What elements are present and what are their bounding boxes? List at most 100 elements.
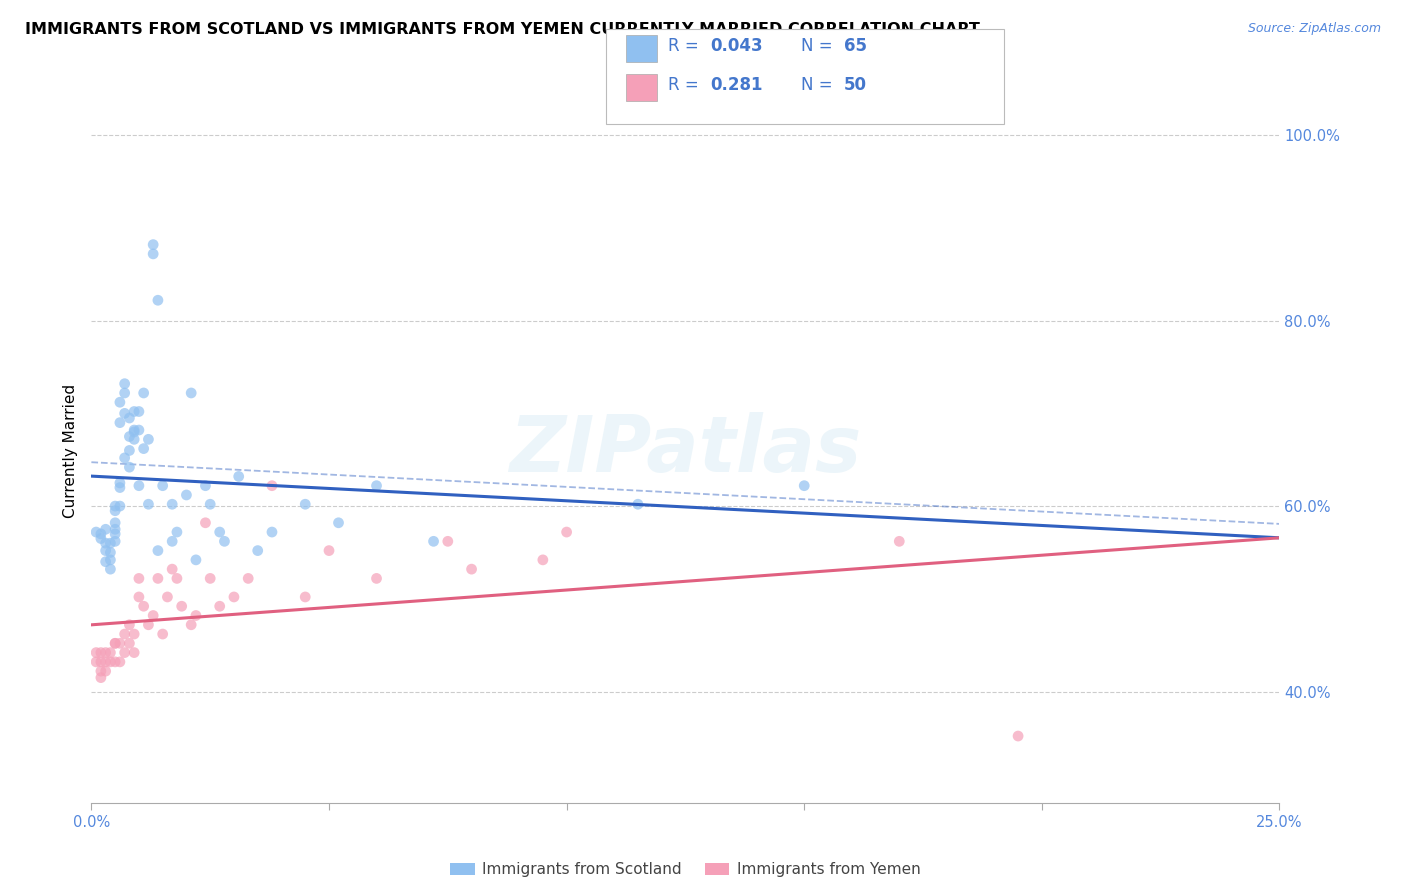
Point	[118, 460, 141, 475]
Point	[208, 599, 231, 614]
Point	[100, 562, 122, 576]
Point	[200, 571, 222, 585]
Point	[94, 646, 117, 660]
Point	[228, 469, 250, 483]
Point	[128, 590, 150, 604]
Point	[132, 386, 155, 401]
Point	[122, 425, 145, 439]
Point	[104, 527, 127, 541]
Point	[94, 543, 117, 558]
Point	[104, 522, 127, 536]
Point	[114, 406, 136, 420]
Point	[260, 524, 283, 539]
Point	[100, 553, 122, 567]
Point	[84, 524, 107, 539]
Point	[142, 237, 165, 252]
Text: R =: R =	[668, 76, 704, 94]
Point	[94, 536, 117, 550]
Point	[436, 534, 458, 549]
Point	[138, 433, 160, 447]
Point	[104, 516, 127, 530]
Point	[128, 571, 150, 585]
Text: IMMIGRANTS FROM SCOTLAND VS IMMIGRANTS FROM YEMEN CURRENTLY MARRIED CORRELATION : IMMIGRANTS FROM SCOTLAND VS IMMIGRANTS F…	[25, 22, 980, 37]
Point	[152, 627, 174, 641]
Point	[460, 562, 482, 576]
Point	[90, 655, 112, 669]
Point	[132, 442, 155, 456]
Point	[94, 555, 117, 569]
Point	[118, 636, 141, 650]
Point	[238, 571, 260, 585]
Text: 0.281: 0.281	[710, 76, 762, 94]
Point	[114, 386, 136, 401]
Point	[142, 608, 165, 623]
Point	[100, 646, 122, 660]
Point	[184, 608, 207, 623]
Point	[180, 617, 202, 632]
Text: 50: 50	[844, 76, 866, 94]
Point	[793, 478, 815, 492]
Point	[366, 478, 388, 492]
Point	[889, 534, 911, 549]
Text: N =: N =	[801, 37, 838, 54]
Point	[132, 599, 155, 614]
Point	[200, 497, 222, 511]
Point	[118, 617, 141, 632]
Point	[90, 527, 112, 541]
Point	[104, 636, 127, 650]
Point	[118, 443, 141, 458]
Point	[94, 664, 117, 678]
Point	[156, 590, 179, 604]
Point	[138, 497, 160, 511]
Point	[214, 534, 236, 549]
Point	[114, 627, 136, 641]
Point	[246, 543, 269, 558]
Point	[108, 395, 131, 409]
Point	[90, 664, 112, 678]
Text: Source: ZipAtlas.com: Source: ZipAtlas.com	[1247, 22, 1381, 36]
Point	[160, 534, 183, 549]
Point	[531, 553, 554, 567]
Point	[128, 478, 150, 492]
Point	[100, 655, 122, 669]
Point	[422, 534, 444, 549]
Legend: Immigrants from Scotland, Immigrants from Yemen: Immigrants from Scotland, Immigrants fro…	[444, 856, 927, 883]
Point	[104, 636, 127, 650]
Point	[122, 646, 145, 660]
Point	[152, 478, 174, 492]
Point	[318, 543, 340, 558]
Text: ZIPatlas: ZIPatlas	[509, 412, 862, 489]
Point	[122, 423, 145, 437]
Point	[122, 627, 145, 641]
Point	[142, 247, 165, 261]
Point	[118, 411, 141, 425]
Point	[1007, 729, 1029, 743]
Text: 65: 65	[844, 37, 866, 54]
Text: N =: N =	[801, 76, 838, 94]
Point	[222, 590, 245, 604]
Point	[104, 499, 127, 513]
Point	[108, 416, 131, 430]
Point	[128, 423, 150, 437]
Point	[555, 524, 578, 539]
Point	[108, 499, 131, 513]
Point	[176, 488, 198, 502]
Text: R =: R =	[668, 37, 704, 54]
Point	[146, 571, 169, 585]
Point	[100, 545, 122, 559]
Point	[104, 655, 127, 669]
Point	[328, 516, 350, 530]
Point	[160, 497, 183, 511]
Point	[260, 478, 283, 492]
Point	[100, 536, 122, 550]
Point	[122, 433, 145, 447]
Point	[108, 475, 131, 490]
Text: 0.043: 0.043	[710, 37, 762, 54]
Point	[366, 571, 388, 585]
Point	[166, 524, 188, 539]
Point	[122, 404, 145, 418]
Point	[104, 534, 127, 549]
Point	[146, 543, 169, 558]
Point	[108, 655, 131, 669]
Point	[166, 571, 188, 585]
